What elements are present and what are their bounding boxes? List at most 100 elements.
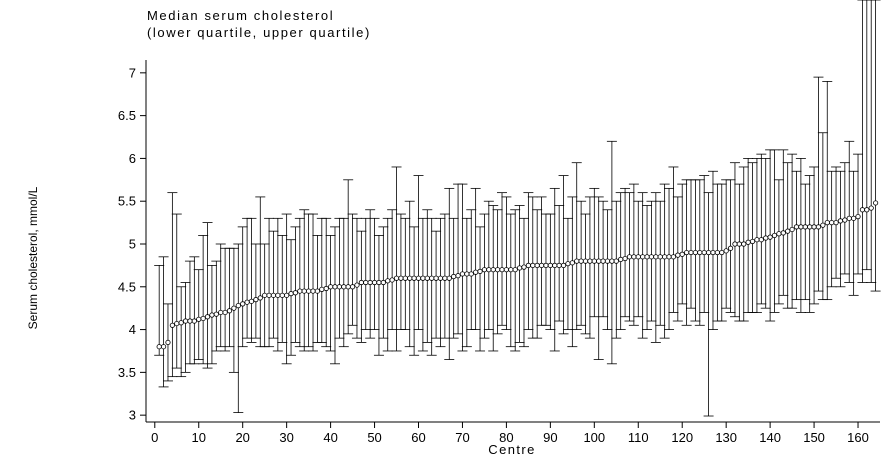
median-point (499, 267, 505, 273)
quartile-range (760, 158, 771, 309)
quartile-range (158, 256, 169, 388)
y-tick-label: 3 (129, 408, 136, 423)
quartile-range (167, 192, 178, 378)
median-point (253, 297, 259, 303)
median-point (829, 220, 835, 226)
quartile-range (321, 217, 332, 348)
median-point (666, 254, 672, 260)
x-tick-label: 10 (192, 430, 206, 445)
median-point (662, 254, 668, 260)
quartile-range (255, 196, 266, 348)
median-point (512, 267, 518, 273)
median-point (688, 249, 694, 256)
quartile-range (268, 230, 279, 339)
median-point (600, 258, 606, 264)
quartile-range (286, 239, 297, 356)
quartile-range (536, 196, 547, 326)
median-point (402, 275, 408, 281)
y-axis-ticks: 3 3.5 4 4.5 5 5.5 6 6.5 7 (118, 65, 146, 423)
quartile-range (703, 192, 714, 417)
median-point (705, 249, 712, 256)
x-tick-label: 40 (323, 430, 337, 445)
quartile-range (800, 183, 811, 301)
median-point (745, 239, 751, 245)
x-tick-label: 160 (847, 430, 869, 445)
x-tick-label: 150 (803, 430, 825, 445)
median-point (560, 262, 567, 268)
quartile-range (189, 256, 200, 365)
median-point (178, 320, 184, 326)
median-point (679, 251, 685, 257)
quartile-range (523, 192, 534, 330)
median-point (859, 207, 866, 213)
quartile-range (505, 213, 516, 348)
median-point (574, 258, 580, 264)
quartile-range (290, 226, 301, 343)
median-point (648, 254, 655, 260)
median-point (473, 269, 479, 275)
median-point (446, 275, 452, 281)
median-point (754, 237, 760, 243)
x-tick-label: 100 (583, 430, 605, 445)
median-point (314, 288, 321, 294)
median-point (596, 258, 602, 264)
quartile-range (677, 183, 688, 305)
median-point (407, 275, 413, 281)
median-point (389, 277, 395, 283)
median-point (591, 258, 597, 264)
quartile-range (870, 0, 881, 292)
quartile-range (184, 260, 195, 365)
median-point (451, 273, 457, 280)
quartile-ranges (154, 0, 881, 417)
median-point (169, 322, 175, 328)
median-point (789, 226, 795, 233)
quartile-range (655, 200, 666, 326)
median-point (297, 288, 303, 294)
quartile-range (334, 217, 345, 339)
y-tick-label: 5.5 (118, 194, 136, 209)
median-point (349, 284, 356, 290)
quartile-range (540, 213, 551, 326)
median-point (719, 249, 725, 256)
y-tick-label: 3.5 (118, 365, 136, 380)
quartile-range (861, 0, 872, 271)
median-point (525, 262, 531, 268)
median-point (635, 254, 641, 260)
median-point (437, 275, 444, 281)
quartile-range (686, 179, 697, 309)
median-point (543, 262, 549, 268)
quartile-range (826, 170, 837, 288)
y-tick-label: 6 (129, 151, 136, 166)
median-point (741, 241, 747, 247)
median-point (538, 262, 545, 268)
median-point (380, 279, 386, 286)
quartile-range (198, 235, 209, 365)
median-point (749, 238, 756, 245)
quartile-range (611, 200, 622, 339)
median-point (196, 316, 202, 322)
quartile-range (193, 269, 204, 360)
quartile-range (567, 196, 578, 348)
median-point (714, 249, 720, 256)
median-point (552, 262, 558, 268)
median-point (837, 218, 844, 224)
median-point (187, 318, 193, 324)
quartile-range (778, 149, 789, 296)
quartile-range (409, 226, 420, 356)
quartile-range (848, 170, 859, 296)
quartile-range (171, 213, 182, 369)
median-point (815, 224, 822, 230)
quartile-range (769, 149, 780, 313)
y-tick-label: 4 (129, 322, 136, 337)
median-point (411, 275, 417, 281)
median-point (231, 305, 237, 311)
median-point (301, 288, 307, 294)
quartile-range (382, 217, 393, 352)
quartile-range (620, 187, 631, 318)
quartile-range (501, 196, 512, 330)
quartile-range (734, 183, 745, 322)
quartile-range (475, 226, 486, 352)
x-tick-label: 70 (455, 430, 469, 445)
median-point (613, 258, 619, 264)
